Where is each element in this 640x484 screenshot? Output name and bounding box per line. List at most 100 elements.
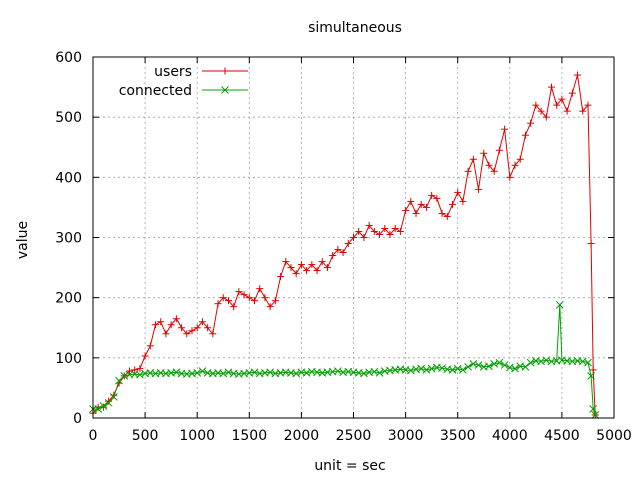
x-tick-label: 2000 [284, 428, 320, 444]
data-point-users [402, 206, 410, 214]
data-point-users [365, 221, 373, 229]
x-tick-label: 5000 [596, 428, 632, 444]
data-point-users [141, 352, 149, 360]
legend-label-users: users [154, 64, 192, 80]
data-point-users [532, 101, 540, 109]
data-point-users [245, 294, 253, 302]
y-tick-label: 100 [55, 351, 82, 367]
data-point-users [251, 297, 259, 305]
x-tick-label: 500 [132, 428, 159, 444]
data-point-connected [474, 361, 483, 369]
data-point-users [501, 125, 509, 133]
series-line-users [92, 74, 596, 416]
data-point-users [350, 234, 357, 241]
x-tick-label: 2500 [336, 428, 372, 444]
x-tick-label: 1000 [179, 428, 215, 444]
x-tick-label: 4500 [544, 428, 580, 444]
x-tick-label: 3000 [388, 428, 424, 444]
data-point-users [339, 249, 347, 257]
data-point-connected [198, 367, 207, 375]
data-point-users [589, 366, 597, 374]
data-point-users [282, 258, 290, 266]
x-tick-label: 4000 [492, 428, 528, 444]
data-point-users [271, 297, 279, 305]
data-point-users [417, 200, 425, 208]
data-point-users [329, 252, 337, 260]
data-point-users [344, 240, 352, 248]
data-point-users [574, 71, 582, 79]
data-point-connected [422, 366, 431, 374]
data-point-connected [584, 358, 592, 367]
data-point-connected [375, 369, 384, 377]
data-point-users [537, 107, 545, 115]
data-point-users [438, 209, 446, 217]
data-point-users [136, 365, 144, 373]
data-point-users [266, 303, 274, 311]
data-point-users [579, 107, 587, 115]
data-point-users [235, 288, 243, 296]
series-connected [89, 301, 600, 419]
data-point-users [172, 315, 180, 323]
y-tick-label: 200 [55, 291, 82, 307]
data-point-users [303, 267, 311, 275]
data-point-users [256, 285, 264, 293]
x-axis-label: unit = sec [314, 458, 385, 474]
data-point-users [292, 270, 300, 278]
data-point-connected [453, 364, 462, 373]
data-point-connected [589, 405, 598, 413]
data-point-users [277, 273, 285, 281]
data-point-users [193, 324, 201, 332]
data-point-users [506, 173, 514, 181]
data-point-users [183, 330, 191, 338]
data-point-users [297, 261, 305, 269]
data-point-users [396, 227, 404, 235]
data-point-users [448, 200, 456, 208]
data-point-users [386, 230, 394, 238]
data-point-users [443, 212, 451, 220]
data-point-users [334, 246, 342, 254]
series-line-connected [93, 304, 596, 416]
data-point-users [542, 113, 550, 121]
y-tick-label: 600 [55, 50, 82, 66]
data-point-users [454, 188, 462, 196]
data-point-users [381, 224, 389, 232]
series-users [89, 71, 599, 419]
data-point-users [204, 324, 212, 332]
data-point-users [412, 209, 420, 217]
data-point-users [209, 330, 217, 338]
data-point-users [407, 197, 415, 205]
data-point-users [162, 330, 170, 338]
data-point-connected [521, 363, 530, 371]
data-point-users [558, 95, 566, 103]
x-tick-label: 3500 [440, 428, 476, 444]
y-tick-label: 300 [55, 231, 82, 247]
data-point-users [313, 267, 321, 275]
data-point-users [485, 161, 493, 169]
data-point-connected [542, 356, 551, 365]
data-point-connected [511, 364, 519, 373]
data-point-users [308, 261, 316, 269]
data-point-users [568, 89, 576, 97]
data-point-connected [104, 399, 113, 407]
data-point-users [261, 294, 269, 302]
data-point-users [230, 303, 238, 311]
data-point-connected [459, 366, 467, 374]
x-tick-label: 1500 [231, 428, 267, 444]
data-point-users [464, 167, 472, 175]
data-point-users [214, 300, 222, 308]
data-point-users [167, 321, 175, 329]
data-point-users [224, 297, 232, 305]
data-point-connected [427, 364, 436, 373]
ticks: 0 500 1000 1500 2000 2500 3000 3500 4000 4500 5000… [55, 50, 632, 444]
data-point-users [428, 191, 436, 199]
data-point-connected [587, 372, 595, 380]
data-point-users [490, 167, 498, 175]
y-tick-label: 0 [73, 411, 82, 427]
data-point-connected [485, 362, 493, 371]
data-point-users [152, 321, 160, 329]
series-layer [89, 71, 600, 419]
data-point-users [146, 342, 154, 350]
chart-title: simultaneous [308, 20, 402, 36]
